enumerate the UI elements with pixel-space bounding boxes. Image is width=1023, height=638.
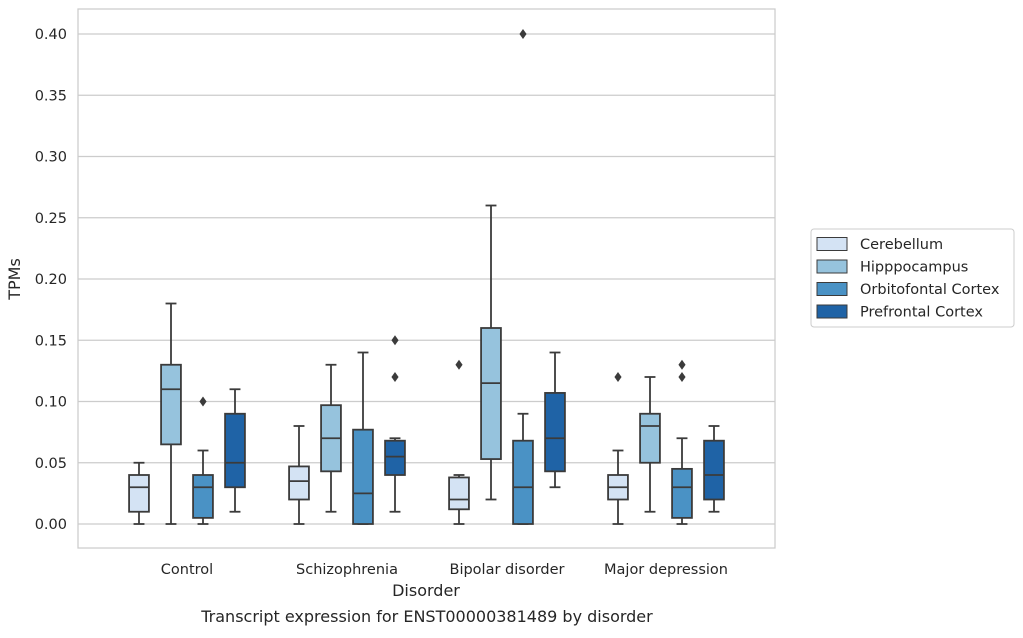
legend-frame bbox=[810, 228, 1015, 328]
box-prefrontal-cortex bbox=[544, 351, 566, 489]
outlier-point bbox=[678, 371, 686, 383]
y-tick-label: 0.00 bbox=[35, 517, 67, 533]
outlier-point bbox=[199, 396, 207, 407]
x-tick-labels: Control Schizophrenia Bipolar disorder Majo… bbox=[161, 562, 728, 578]
y-tick-label: 0.15 bbox=[35, 333, 67, 349]
chart-caption: Transcript expression for ENST0000038148… bbox=[200, 607, 653, 626]
y-tick-labels: 0.00 0.05 0.10 0.15 0.20 0.25 0.30 0.35 0.40 bbox=[35, 27, 67, 533]
box-cerebellum bbox=[128, 461, 150, 525]
legend-label: Hipppocampus bbox=[860, 260, 968, 276]
outlier-point bbox=[614, 371, 622, 383]
box-cerebellum bbox=[288, 425, 310, 525]
box-hipppocampus bbox=[639, 376, 661, 513]
box-iqr bbox=[288, 465, 310, 501]
y-tick-label: 0.20 bbox=[35, 272, 67, 288]
box-prefrontal-cortex bbox=[224, 388, 246, 513]
box-iqr bbox=[512, 439, 534, 525]
box-iqr bbox=[671, 467, 693, 519]
box-hipppocampus bbox=[480, 204, 502, 501]
legend-label: Orbitofontal Cortex bbox=[860, 282, 1000, 298]
box-orbitofontal-cortex bbox=[192, 396, 214, 525]
legend: Cerebellum Hipppocampus Orbitofontal Corte… bbox=[810, 228, 1015, 328]
legend-swatch bbox=[816, 237, 848, 251]
outlier-point bbox=[678, 359, 686, 370]
y-tick-label: 0.25 bbox=[35, 211, 67, 227]
box-iqr bbox=[128, 474, 150, 513]
legend-swatch bbox=[816, 304, 848, 319]
y-tick-label: 0.35 bbox=[35, 88, 67, 104]
legend-label: Cerebellum bbox=[860, 237, 943, 253]
box-prefrontal-cortex bbox=[384, 335, 406, 513]
grid-lines bbox=[78, 33, 775, 525]
y-tick-label: 0.05 bbox=[35, 456, 67, 472]
legend-label: Prefrontal Cortex bbox=[860, 305, 983, 321]
box-iqr bbox=[703, 439, 725, 501]
box-cerebellum bbox=[448, 359, 470, 525]
legend-items: Cerebellum Hipppocampus Orbitofontal Corte… bbox=[816, 237, 1000, 321]
box-iqr bbox=[480, 327, 502, 460]
box-iqr bbox=[448, 476, 470, 511]
box-orbitofontal-cortex bbox=[352, 351, 374, 525]
box-iqr bbox=[224, 412, 246, 489]
legend-swatch bbox=[816, 259, 848, 274]
x-tick-label: Control bbox=[161, 562, 213, 578]
outlier-point bbox=[391, 371, 399, 383]
box-orbitofontal-cortex bbox=[512, 28, 534, 525]
box-iqr bbox=[384, 439, 406, 476]
y-tick-label: 0.30 bbox=[35, 150, 67, 166]
legend-swatch bbox=[816, 282, 848, 296]
plot-frame bbox=[77, 8, 776, 549]
outlier-point bbox=[455, 359, 463, 370]
box-iqr bbox=[544, 392, 566, 473]
box-hipppocampus bbox=[160, 302, 182, 525]
box-iqr bbox=[192, 474, 214, 519]
y-axis-label: TPMs bbox=[5, 258, 24, 301]
box-iqr bbox=[352, 428, 374, 525]
x-axis-label: Disorder bbox=[392, 581, 460, 600]
box-iqr bbox=[160, 363, 182, 446]
box-plot-marks bbox=[128, 28, 725, 525]
box-hipppocampus bbox=[320, 363, 342, 513]
x-tick-label: Schizophrenia bbox=[296, 562, 398, 578]
box-cerebellum bbox=[607, 371, 629, 525]
outlier-point bbox=[391, 335, 399, 346]
y-tick-label: 0.10 bbox=[35, 395, 67, 411]
y-tick-label: 0.40 bbox=[35, 27, 67, 43]
box-iqr bbox=[639, 412, 661, 464]
box-orbitofontal-cortex bbox=[671, 359, 693, 525]
x-tick-label: Bipolar disorder bbox=[450, 562, 565, 578]
outlier-point bbox=[519, 28, 527, 40]
x-tick-label: Major depression bbox=[604, 562, 728, 578]
box-prefrontal-cortex bbox=[703, 425, 725, 513]
